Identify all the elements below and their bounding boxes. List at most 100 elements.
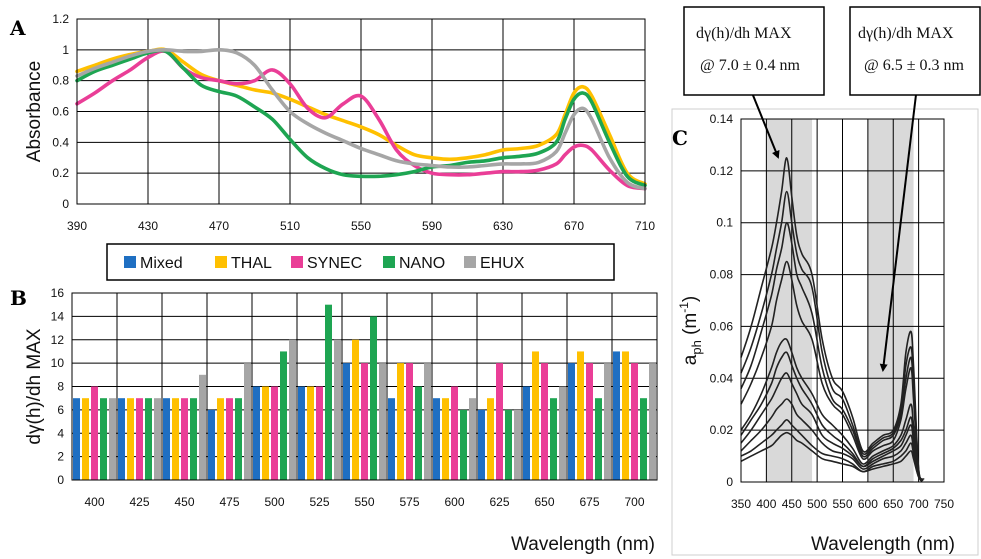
- bar-synec: [316, 386, 323, 480]
- x-tick-label: 450: [174, 495, 194, 509]
- plot-frame: [71, 292, 658, 481]
- panel-c-label: C: [672, 126, 688, 150]
- y-tick-label: 0.2: [52, 166, 69, 180]
- x-tick-label: 650: [883, 497, 903, 511]
- x-tick-label: 525: [309, 495, 329, 509]
- bar-ehux: [649, 363, 656, 480]
- plot-frame: [740, 118, 945, 483]
- legend-swatch-thal: [215, 256, 227, 268]
- x-tick-label: 625: [489, 495, 509, 509]
- bar-mixed: [388, 398, 395, 480]
- bar-ehux: [154, 398, 161, 480]
- y-axis-label-unit: (m: [680, 313, 701, 340]
- bar-mixed: [478, 409, 485, 480]
- bar-synec: [631, 363, 638, 480]
- bar-ehux: [514, 409, 521, 480]
- spectrum-line: [740, 337, 925, 481]
- bar-nano: [145, 398, 152, 480]
- x-tick-label: 450: [782, 497, 802, 511]
- bar-thal: [307, 386, 314, 480]
- annotation-1-line2: @ 7.0 ± 0.4 nm: [700, 57, 801, 74]
- y-axis-label: Absorbance: [24, 61, 45, 162]
- bar-mixed: [343, 363, 350, 480]
- y-tick-label: 0.02: [710, 423, 734, 437]
- bar-synec: [226, 398, 233, 480]
- bar-mixed: [568, 363, 575, 480]
- y-tick-label: 0.08: [710, 268, 734, 282]
- bar-thal: [397, 363, 404, 480]
- panel-b-chart: 0 2 4 6 8 10 12 14 16 400 425 450 475 500 525 550 575 600…: [24, 286, 658, 555]
- bar-ehux: [199, 374, 206, 480]
- legend-label-thal: THAL: [231, 255, 272, 272]
- annotation-box-2: dγ(h)/dh MAX @ 6.5 ± 0.3 nm: [849, 6, 981, 96]
- bar-synec: [181, 398, 188, 480]
- bar-mixed: [433, 398, 440, 480]
- bar-ehux: [109, 398, 116, 480]
- x-tick-label: 550: [832, 497, 852, 511]
- series-line-nano: [75, 48, 647, 188]
- y-tick-label: 0.12: [710, 164, 734, 178]
- legend-swatch-synec: [291, 256, 303, 268]
- y-tick-label: 0.8: [52, 74, 69, 88]
- bar-ehux: [604, 363, 611, 480]
- bar-thal: [172, 398, 179, 480]
- bar-synec: [586, 363, 593, 480]
- bar-mixed: [73, 398, 80, 480]
- legend-swatch-mixed: [124, 256, 136, 268]
- bar-nano: [280, 351, 287, 480]
- plot-frame: [76, 18, 646, 205]
- y-axis-label-subscript: ph: [689, 340, 704, 354]
- bar-ehux: [469, 398, 476, 480]
- y-tick-label: 10: [51, 356, 65, 370]
- x-tick-label: 590: [422, 219, 442, 233]
- bar-mixed: [613, 351, 620, 480]
- bar-mixed: [208, 409, 215, 480]
- bar-mixed: [523, 386, 530, 480]
- y-tick-label: 0.04: [710, 371, 734, 385]
- bar-mixed: [298, 386, 305, 480]
- bar-mixed: [253, 386, 260, 480]
- bar-thal: [262, 386, 269, 480]
- y-tick-label: 1.2: [52, 12, 69, 26]
- bar-ehux: [379, 363, 386, 480]
- spectrum-line: [740, 190, 925, 481]
- bar-synec: [406, 363, 413, 480]
- legend-box: [106, 243, 615, 281]
- bar-nano: [370, 316, 377, 480]
- y-tick-label: 0.4: [52, 135, 69, 149]
- x-tick-label: 425: [129, 495, 149, 509]
- y-tick-label: 6: [57, 403, 64, 417]
- bar-thal: [442, 398, 449, 480]
- annotation-2-line1: dγ(h)/dh MAX: [858, 25, 954, 42]
- panel-a-label: A: [9, 16, 26, 40]
- bar-thal: [532, 351, 539, 480]
- spectrum-line: [740, 157, 925, 482]
- y-tick-label: 14: [51, 309, 65, 323]
- y-tick-label: 0.1: [716, 216, 733, 230]
- annotation-1-line1: dγ(h)/dh MAX: [696, 25, 792, 42]
- bar-ehux: [244, 363, 251, 480]
- x-tick-label: 500: [264, 495, 284, 509]
- bar-mixed: [163, 398, 170, 480]
- x-axis-label: Wavelength (nm): [511, 534, 655, 555]
- x-tick-label: 350: [731, 497, 751, 511]
- spectrum-line: [740, 431, 925, 481]
- annotation-box-1: dγ(h)/dh MAX @ 7.0 ± 0.4 nm: [683, 6, 825, 96]
- bar-synec: [541, 363, 548, 480]
- bar-mixed: [118, 398, 125, 480]
- y-tick-label: 1: [62, 43, 69, 57]
- x-tick-label: 550: [354, 495, 374, 509]
- panel-a-chart: 0 0.2 0.4 0.6 0.8 1 1.2 390 430 470 510 550 590 630 67…: [24, 12, 655, 233]
- bar-nano: [460, 409, 467, 480]
- bar-thal: [82, 398, 89, 480]
- bar-synec: [451, 386, 458, 480]
- y-tick-label: 2: [57, 450, 64, 464]
- x-tick-label: 475: [219, 495, 239, 509]
- bar-synec: [361, 363, 368, 480]
- chart-legend: Mixed THAL SYNEC NANO EHUX: [106, 243, 615, 281]
- bar-nano: [595, 398, 602, 480]
- x-tick-label: 600: [858, 497, 878, 511]
- x-tick-label: 430: [138, 219, 158, 233]
- y-tick-label: 0.14: [710, 112, 734, 126]
